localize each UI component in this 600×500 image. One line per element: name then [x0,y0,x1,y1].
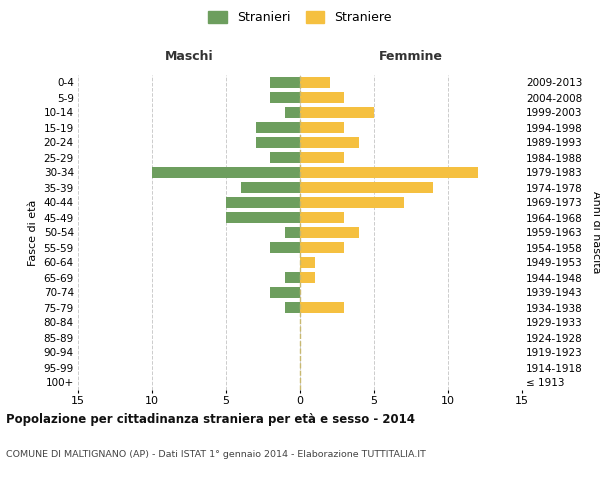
Bar [285,227,300,238]
Bar [271,92,300,103]
Legend: Stranieri, Straniere: Stranieri, Straniere [208,11,392,24]
Bar [226,212,300,223]
Bar [300,122,344,133]
Bar [300,137,359,148]
Bar [300,257,315,268]
Bar [226,197,300,208]
Bar [152,167,300,178]
Bar [285,302,300,313]
Bar [256,122,300,133]
Bar [285,107,300,118]
Y-axis label: Fasce di età: Fasce di età [28,200,38,266]
Bar [300,197,404,208]
Text: Femmine: Femmine [379,50,443,62]
Bar [300,212,344,223]
Bar [300,167,478,178]
Bar [300,182,433,193]
Bar [271,152,300,163]
Bar [300,302,344,313]
Bar [271,77,300,88]
Bar [300,242,344,253]
Bar [300,92,344,103]
Bar [300,227,359,238]
Bar [241,182,300,193]
Bar [300,272,315,283]
Bar [271,242,300,253]
Bar [271,287,300,298]
Y-axis label: Anni di nascita: Anni di nascita [591,191,600,274]
Bar [300,152,344,163]
Bar [256,137,300,148]
Bar [300,107,374,118]
Bar [300,77,329,88]
Bar [285,272,300,283]
Text: COMUNE DI MALTIGNANO (AP) - Dati ISTAT 1° gennaio 2014 - Elaborazione TUTTITALIA: COMUNE DI MALTIGNANO (AP) - Dati ISTAT 1… [6,450,426,459]
Text: Maschi: Maschi [164,50,214,62]
Text: Popolazione per cittadinanza straniera per età e sesso - 2014: Popolazione per cittadinanza straniera p… [6,412,415,426]
